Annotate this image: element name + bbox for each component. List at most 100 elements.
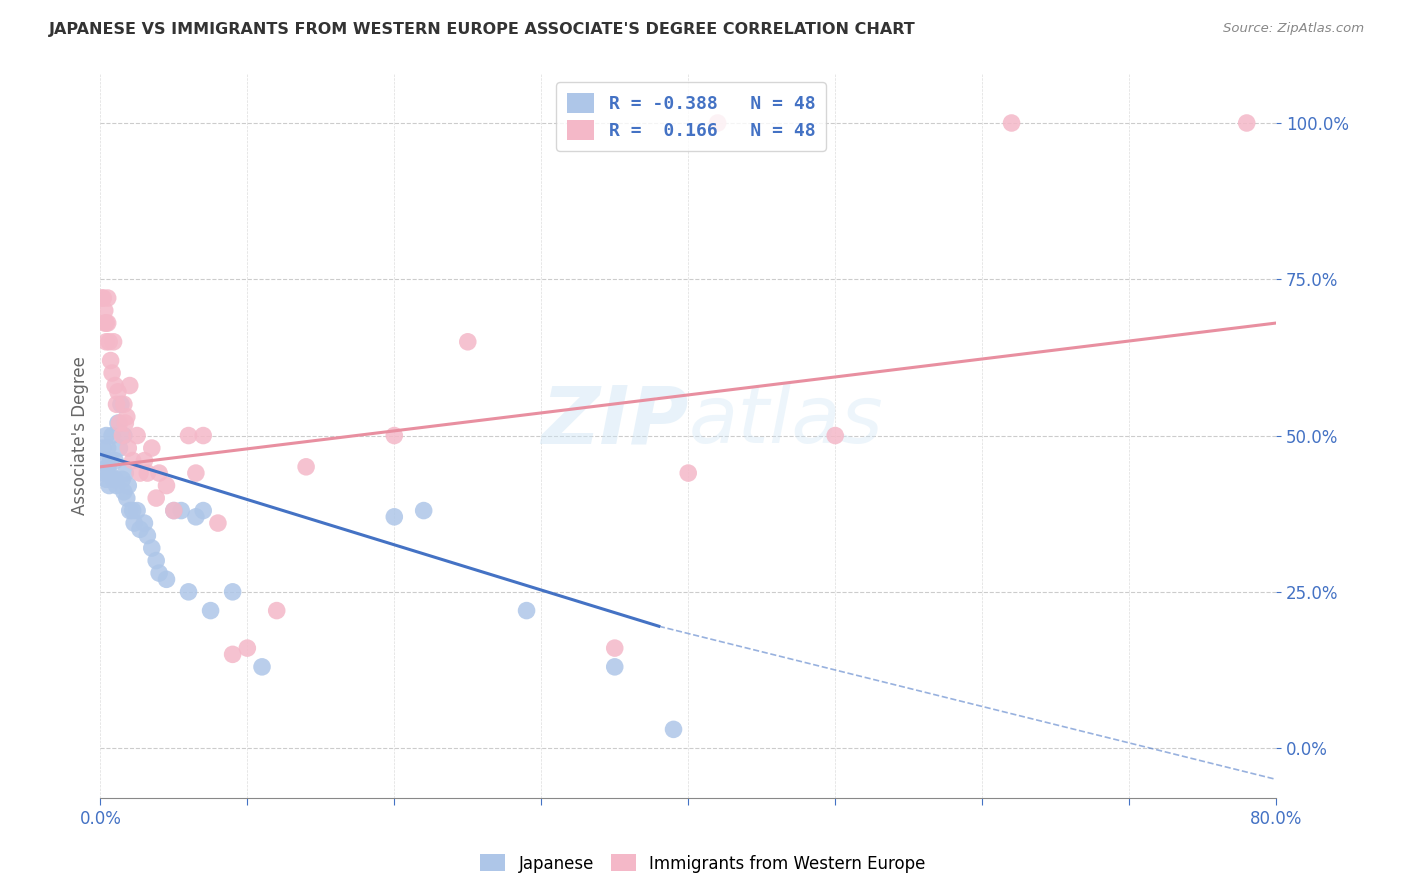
Point <box>221 584 243 599</box>
Point <box>101 366 124 380</box>
Point <box>141 441 163 455</box>
Point <box>97 441 120 455</box>
Point <box>603 660 626 674</box>
Point <box>193 428 215 442</box>
Point <box>94 316 117 330</box>
Point <box>676 466 699 480</box>
Point <box>98 478 121 492</box>
Point <box>207 516 229 530</box>
Point <box>662 723 685 737</box>
Point <box>193 503 215 517</box>
Point <box>96 472 118 486</box>
Point <box>200 604 222 618</box>
Point <box>136 466 159 480</box>
Point <box>104 378 127 392</box>
Point <box>250 660 273 674</box>
Point <box>824 428 846 442</box>
Point <box>98 466 121 480</box>
Text: ZIP: ZIP <box>541 382 688 460</box>
Point <box>100 353 122 368</box>
Point <box>163 503 186 517</box>
Point <box>110 397 132 411</box>
Point <box>221 648 243 662</box>
Point <box>603 641 626 656</box>
Point <box>1000 116 1022 130</box>
Point <box>112 428 135 442</box>
Point <box>105 397 128 411</box>
Point <box>96 334 118 349</box>
Point <box>457 334 479 349</box>
Point <box>97 459 120 474</box>
Point <box>163 503 186 517</box>
Text: atlas: atlas <box>688 382 883 460</box>
Point <box>107 384 129 399</box>
Point <box>236 641 259 656</box>
Y-axis label: Associate's Degree: Associate's Degree <box>72 356 89 515</box>
Point <box>412 503 434 517</box>
Point <box>155 478 177 492</box>
Point <box>118 378 141 392</box>
Point <box>134 516 156 530</box>
Point <box>184 466 207 480</box>
Point <box>111 428 134 442</box>
Point <box>145 553 167 567</box>
Point <box>114 416 136 430</box>
Point <box>114 466 136 480</box>
Point <box>94 453 117 467</box>
Point <box>104 472 127 486</box>
Point <box>97 316 120 330</box>
Point <box>155 572 177 586</box>
Point <box>107 416 129 430</box>
Point <box>127 428 149 442</box>
Point <box>91 291 114 305</box>
Point <box>148 566 170 580</box>
Point <box>117 441 139 455</box>
Point <box>115 409 138 424</box>
Point <box>136 528 159 542</box>
Point <box>129 466 152 480</box>
Point <box>100 453 122 467</box>
Point <box>103 334 125 349</box>
Point <box>96 316 118 330</box>
Point <box>101 428 124 442</box>
Point <box>117 478 139 492</box>
Point <box>108 416 131 430</box>
Point <box>170 503 193 517</box>
Point <box>94 466 117 480</box>
Point <box>129 522 152 536</box>
Point <box>98 334 121 349</box>
Point <box>103 472 125 486</box>
Legend: Japanese, Immigrants from Western Europe: Japanese, Immigrants from Western Europe <box>474 847 932 880</box>
Point <box>94 303 117 318</box>
Point <box>97 291 120 305</box>
Point <box>148 466 170 480</box>
Point <box>112 484 135 499</box>
Point <box>145 491 167 505</box>
Point <box>516 604 538 618</box>
Legend: R = -0.388   N = 48, R =  0.166   N = 48: R = -0.388 N = 48, R = 0.166 N = 48 <box>557 82 825 151</box>
Point <box>184 509 207 524</box>
Point <box>295 459 318 474</box>
Text: Source: ZipAtlas.com: Source: ZipAtlas.com <box>1223 22 1364 36</box>
Point <box>105 478 128 492</box>
Point <box>127 503 149 517</box>
Point <box>111 472 134 486</box>
Point <box>112 397 135 411</box>
Point <box>134 453 156 467</box>
Point <box>706 116 728 130</box>
Point <box>266 604 288 618</box>
Point <box>1236 116 1258 130</box>
Point <box>122 516 145 530</box>
Point <box>141 541 163 555</box>
Point <box>104 453 127 467</box>
Point <box>91 441 114 455</box>
Point <box>382 428 405 442</box>
Point <box>96 428 118 442</box>
Point <box>121 503 143 517</box>
Text: JAPANESE VS IMMIGRANTS FROM WESTERN EUROPE ASSOCIATE'S DEGREE CORRELATION CHART: JAPANESE VS IMMIGRANTS FROM WESTERN EURO… <box>49 22 915 37</box>
Point <box>118 503 141 517</box>
Point <box>108 441 131 455</box>
Point <box>177 428 200 442</box>
Point <box>382 509 405 524</box>
Point <box>177 584 200 599</box>
